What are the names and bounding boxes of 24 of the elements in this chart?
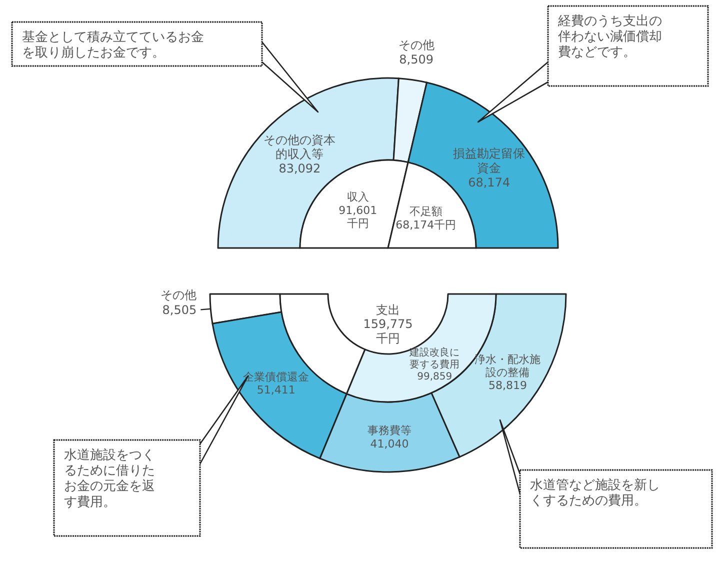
- data-label: 51,411: [256, 384, 296, 397]
- data-label: 8,505: [162, 302, 197, 317]
- slice-label: その他: [160, 288, 197, 302]
- slice-label: その他の資本的収入等: [264, 132, 336, 162]
- slice-label: 事務費等: [368, 424, 412, 438]
- text: 水道管など施設を新しくするための費用。: [530, 478, 660, 509]
- slice-label: その他: [398, 38, 434, 52]
- slice-label: 建設改良に要する費用: [408, 346, 460, 370]
- data-label: 58,819: [488, 379, 527, 392]
- data-label: 8,509: [399, 52, 434, 66]
- text: 支出 159,775 千円: [363, 302, 413, 346]
- data-label: 91,601 千円: [338, 204, 378, 230]
- slice-label: 損益勘定留保資金: [453, 146, 526, 176]
- data-label: 41,040: [370, 437, 409, 450]
- text: 経費のうち支出の伴わない減価償却費などです。: [557, 14, 662, 60]
- data-label: 68,174千円: [396, 218, 456, 232]
- data-label: 83,092: [278, 162, 321, 176]
- text: 基金として積み立てているお金を取り崩したお金です。: [22, 29, 204, 61]
- data-label: 99,859: [417, 371, 452, 382]
- slice-label: 浄水・配水施設の整備: [474, 352, 541, 380]
- slice-label: 不足額: [409, 205, 442, 218]
- text: 水道施設をつくるために借りたお金の元金を返す費用。: [64, 448, 155, 510]
- slice-label: 収入: [346, 190, 369, 204]
- data-label: 68,174: [468, 175, 510, 190]
